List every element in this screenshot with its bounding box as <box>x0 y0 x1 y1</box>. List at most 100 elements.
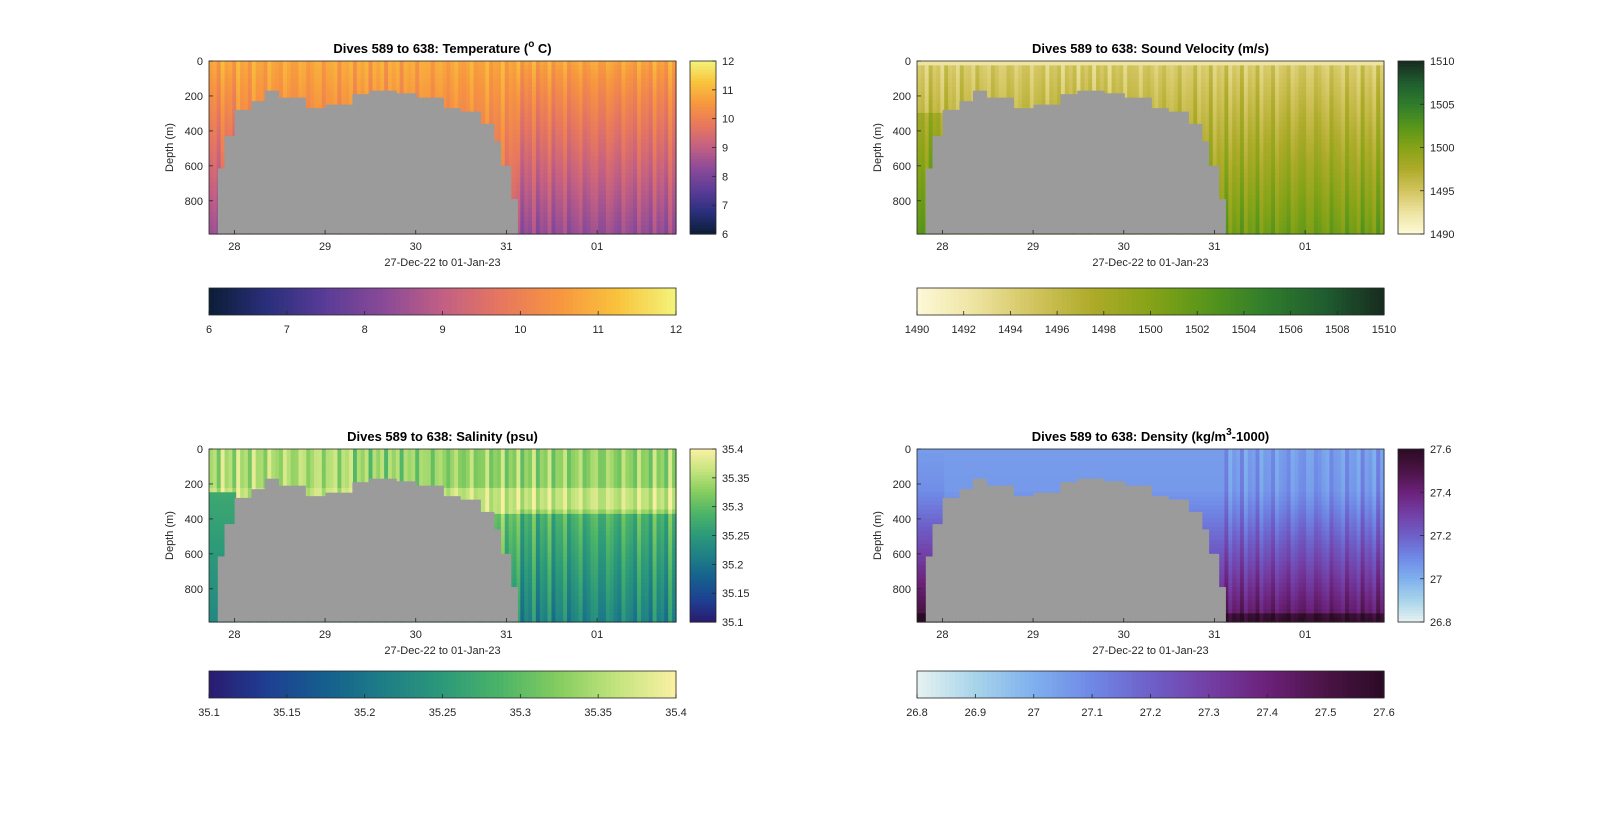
heatmap-cell <box>415 83 419 88</box>
heatmap-cell <box>520 169 524 174</box>
heatmap-cell <box>622 221 626 226</box>
heatmap-cell <box>536 195 540 200</box>
heatmap-cell <box>232 65 236 70</box>
heatmap-cell <box>559 199 563 204</box>
heatmap-cell <box>559 109 563 114</box>
heatmap-cell <box>516 143 520 148</box>
heatmap-cell <box>221 91 225 96</box>
heatmap-cell <box>236 65 240 70</box>
heatmap-cell <box>559 96 563 101</box>
heatmap-cell <box>345 100 349 105</box>
heatmap-cell <box>598 217 602 222</box>
heatmap-cell <box>649 130 653 135</box>
heatmap-cell <box>372 74 376 79</box>
heatmap-cell <box>594 199 598 204</box>
heatmap-cell <box>493 65 497 70</box>
heatmap-cell <box>583 165 587 170</box>
heatmap-cell <box>583 104 587 109</box>
heatmap-cell <box>544 186 548 191</box>
heatmap-cell <box>400 83 404 88</box>
heatmap-cell <box>555 212 559 217</box>
heatmap-cell <box>664 61 668 66</box>
heatmap-cell <box>649 208 653 213</box>
heatmap-cell <box>209 135 213 140</box>
heatmap-cell <box>419 91 423 96</box>
heatmap-cell <box>610 139 614 144</box>
heatmap-cell <box>625 96 629 101</box>
heatmap-cell <box>555 165 559 170</box>
heatmap-cell <box>551 61 555 66</box>
heatmap-cell <box>594 148 598 153</box>
heatmap-cell <box>586 186 590 191</box>
heatmap-cell <box>548 186 552 191</box>
heatmap-cell <box>392 78 396 83</box>
heatmap-cell <box>524 225 528 230</box>
heatmap-cell <box>657 139 661 144</box>
heatmap-cell <box>563 74 567 79</box>
heatmap-cell <box>540 87 544 92</box>
heatmap-cell <box>641 126 645 131</box>
heatmap-cell <box>516 156 520 161</box>
heatmap-cell <box>532 186 536 191</box>
heatmap-cell <box>567 139 571 144</box>
heatmap-cell <box>380 70 384 75</box>
heatmap-cell <box>536 113 540 118</box>
heatmap-cell <box>485 61 489 66</box>
heatmap-cell <box>664 122 668 127</box>
heatmap-cell <box>240 74 244 79</box>
heatmap-cell <box>240 83 244 88</box>
heatmap-cell <box>306 70 310 75</box>
heatmap-cell <box>509 148 513 153</box>
heatmap-cell <box>361 74 365 79</box>
heatmap-cell <box>618 113 622 118</box>
heatmap-cell <box>664 208 668 213</box>
heatmap-cell <box>228 130 232 135</box>
heatmap-cell <box>614 117 618 122</box>
heatmap-cell <box>649 126 653 131</box>
heatmap-cell <box>559 204 563 209</box>
heatmap-cell <box>334 74 338 79</box>
heatmap-cell <box>516 191 520 196</box>
heatmap-cell <box>232 83 236 88</box>
heatmap-cell <box>217 100 221 105</box>
heatmap-cell <box>641 96 645 101</box>
heatmap-cell <box>598 96 602 101</box>
heatmap-cell <box>660 182 664 187</box>
heatmap-cell <box>660 96 664 101</box>
heatmap-cell <box>563 91 567 96</box>
heatmap-cell <box>610 191 614 196</box>
heatmap-cell <box>326 74 330 79</box>
heatmap-cell <box>618 178 622 183</box>
heatmap-cell <box>388 70 392 75</box>
heatmap-cell <box>571 182 575 187</box>
colorbar-tick-label: 8 <box>722 171 728 183</box>
heatmap-cell <box>571 195 575 200</box>
heatmap-cell <box>236 87 240 92</box>
heatmap-cell <box>435 83 439 88</box>
heatmap-cell <box>263 83 267 88</box>
heatmap-cell <box>505 135 509 140</box>
heatmap-cell <box>559 173 563 178</box>
heatmap-cell <box>633 135 637 140</box>
heatmap-cell <box>532 117 536 122</box>
heatmap-cell <box>583 186 587 191</box>
heatmap-cell <box>633 182 637 187</box>
heatmap-cell <box>505 122 509 127</box>
heatmap-cell <box>474 87 478 92</box>
heatmap-cell <box>645 191 649 196</box>
heatmap-cell <box>505 156 509 161</box>
heatmap-cell <box>649 225 653 230</box>
heatmap-cell <box>326 87 330 92</box>
heatmap-cell <box>649 221 653 226</box>
heatmap-cell <box>252 83 256 88</box>
heatmap-cell <box>622 182 626 187</box>
heatmap-cell <box>513 139 517 144</box>
heatmap-cell <box>341 65 345 70</box>
heatmap-cell <box>575 65 579 70</box>
heatmap-cell <box>516 96 520 101</box>
heatmap-cell <box>513 117 517 122</box>
heatmap-cell <box>559 74 563 79</box>
heatmap-cell <box>485 83 489 88</box>
heatmap-cell <box>478 87 482 92</box>
heatmap-cell <box>516 78 520 83</box>
